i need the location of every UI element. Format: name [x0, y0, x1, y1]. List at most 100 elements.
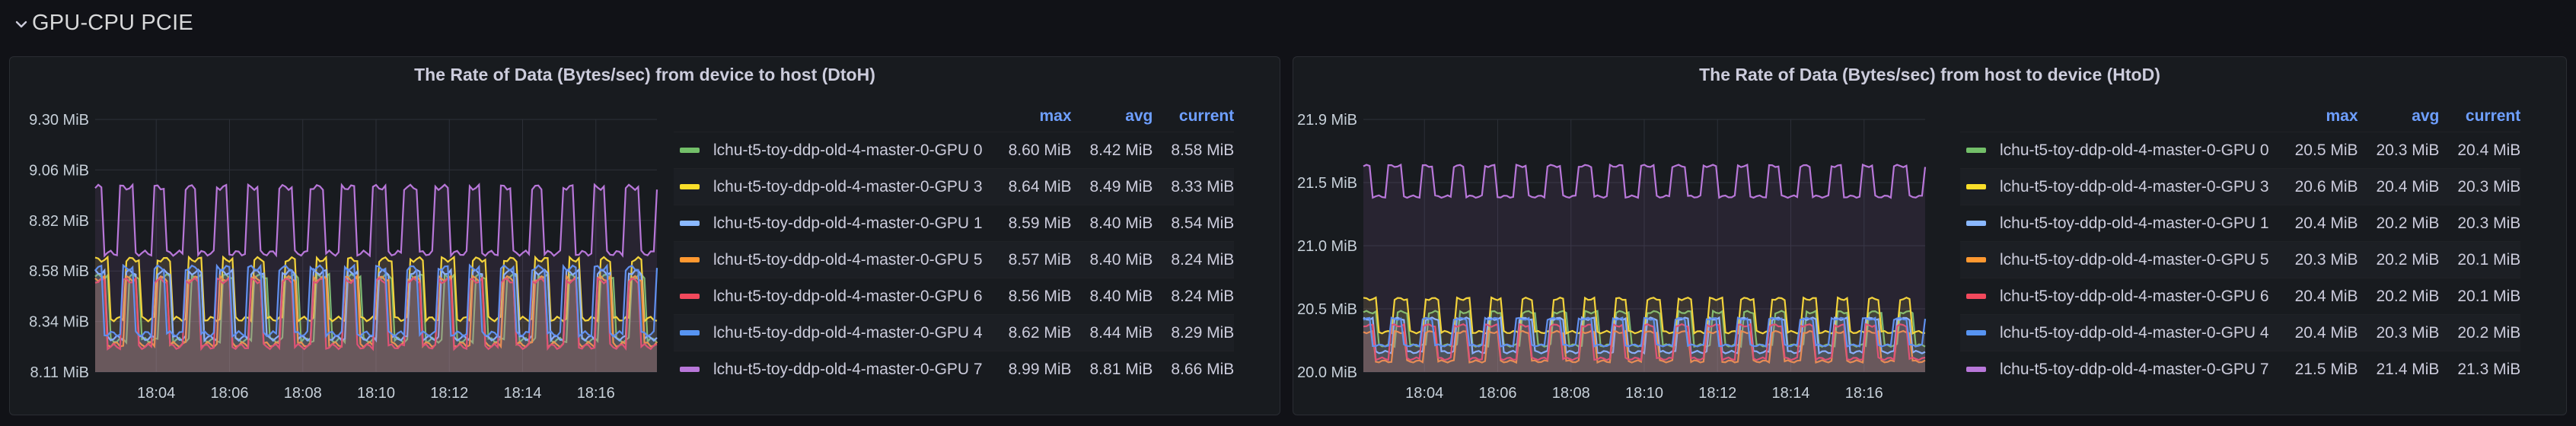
legend-max-value: 21.5 MiB: [2276, 351, 2358, 387]
legend-row[interactable]: lchu-t5-toy-ddp-old-4-master-0-GPU 6 8.56…: [674, 278, 1235, 315]
series-color-swatch[interactable]: [680, 148, 700, 154]
htod-plot[interactable]: 21.9 MiB 21.5 MiB 21.0 MiB 20.5 MiB 20.0 MiB…: [1293, 57, 1933, 416]
legend-series-cell: lchu-t5-toy-ddp-old-4-master-0-GPU 4: [674, 314, 990, 351]
legend-row[interactable]: lchu-t5-toy-ddp-old-4-master-0-GPU 7 8.99…: [674, 351, 1235, 387]
legend-series-cell: lchu-t5-toy-ddp-old-4-master-0-GPU 3: [1960, 168, 2277, 205]
legend-series-name[interactable]: lchu-t5-toy-ddp-old-4-master-0-GPU 0: [713, 141, 983, 159]
series-area: [95, 184, 657, 372]
series-line[interactable]: [1363, 163, 1927, 199]
legend-current-header[interactable]: current: [1178, 107, 1235, 125]
legend-current-header[interactable]: current: [2465, 107, 2521, 125]
legend-series-name[interactable]: lchu-t5-toy-ddp-old-4-master-0-GPU 1: [713, 214, 983, 232]
legend-avg-value: 8.40 MiB: [1071, 241, 1153, 278]
legend-series-name[interactable]: lchu-t5-toy-ddp-old-4-master-0-GPU 3: [713, 177, 983, 196]
legend-row[interactable]: lchu-t5-toy-ddp-old-4-master-0-GPU 7 21.5…: [1960, 351, 2521, 387]
x-tick-label: 18:10: [357, 385, 395, 402]
legend-series-cell: lchu-t5-toy-ddp-old-4-master-0-GPU 6: [1960, 278, 2277, 315]
legend-row[interactable]: lchu-t5-toy-ddp-old-4-master-0-GPU 1 20.4…: [1960, 205, 2521, 242]
legend-row[interactable]: lchu-t5-toy-ddp-old-4-master-0-GPU 5 20.3…: [1960, 241, 2521, 278]
legend-current-value: 20.2 MiB: [2439, 314, 2521, 351]
legend-name-header: [1960, 101, 2277, 132]
legend-max-header[interactable]: max: [2326, 107, 2358, 125]
legend-series-cell: lchu-t5-toy-ddp-old-4-master-0-GPU 6: [674, 278, 990, 315]
legend-avg-header[interactable]: avg: [1125, 107, 1153, 125]
legend-row[interactable]: lchu-t5-toy-ddp-old-4-master-0-GPU 3 8.64…: [674, 168, 1235, 205]
legend-series-name[interactable]: lchu-t5-toy-ddp-old-4-master-0-GPU 4: [713, 323, 983, 342]
legend-series-cell: lchu-t5-toy-ddp-old-4-master-0-GPU 1: [1960, 205, 2277, 242]
x-tick-label: 18:06: [1478, 385, 1516, 402]
legend-current-value: 20.3 MiB: [2439, 205, 2521, 242]
series-area: [1363, 317, 1925, 372]
legend-series-name[interactable]: lchu-t5-toy-ddp-old-4-master-0-GPU 6: [713, 287, 983, 305]
series-color-swatch[interactable]: [680, 367, 700, 373]
row-title[interactable]: GPU-CPU PCIE: [32, 11, 193, 35]
x-tick-label: 18:14: [1771, 385, 1809, 402]
legend-current-value: 20.1 MiB: [2439, 241, 2521, 278]
legend-series-name[interactable]: lchu-t5-toy-ddp-old-4-master-0-GPU 3: [2000, 177, 2269, 196]
legend-series-name[interactable]: lchu-t5-toy-ddp-old-4-master-0-GPU 0: [2000, 141, 2269, 159]
legend-series-name[interactable]: lchu-t5-toy-ddp-old-4-master-0-GPU 7: [2000, 360, 2269, 378]
series-color-swatch[interactable]: [1966, 148, 1986, 154]
series-color-swatch[interactable]: [1966, 294, 1986, 300]
legend-series-cell: lchu-t5-toy-ddp-old-4-master-0-GPU 7: [674, 351, 990, 387]
series-color-swatch[interactable]: [680, 330, 700, 336]
legend-row[interactable]: lchu-t5-toy-ddp-old-4-master-0-GPU 4 20.4…: [1960, 314, 2521, 351]
legend-row[interactable]: lchu-t5-toy-ddp-old-4-master-0-GPU 6 20.4…: [1960, 278, 2521, 315]
legend-row[interactable]: lchu-t5-toy-ddp-old-4-master-0-GPU 4 8.62…: [674, 314, 1235, 351]
legend-avg-value: 20.3 MiB: [2358, 314, 2440, 351]
legend-max-value: 8.64 MiB: [990, 168, 1072, 205]
legend-series-name[interactable]: lchu-t5-toy-ddp-old-4-master-0-GPU 4: [2000, 323, 2269, 342]
legend-name-header: [674, 101, 990, 132]
y-tick-label: 9.06 MiB: [29, 162, 89, 179]
legend-max-value: 20.4 MiB: [2276, 205, 2358, 242]
chevron-down-icon[interactable]: [12, 15, 30, 33]
series-color-swatch[interactable]: [680, 184, 700, 190]
x-tick-label: 18:08: [1552, 385, 1590, 402]
series-line[interactable]: [1363, 323, 1926, 361]
legend-max-value: 8.99 MiB: [990, 351, 1072, 387]
y-tick-label: 21.9 MiB: [1297, 112, 1357, 129]
x-tick-label: 18:16: [1845, 385, 1883, 402]
legend-row[interactable]: lchu-t5-toy-ddp-old-4-master-0-GPU 3 20.6…: [1960, 168, 2521, 205]
series-color-swatch[interactable]: [1966, 184, 1986, 190]
legend-row[interactable]: lchu-t5-toy-ddp-old-4-master-0-GPU 0 8.60…: [674, 132, 1235, 169]
panel-title[interactable]: The Rate of Data (Bytes/sec) from device…: [414, 65, 875, 84]
legend-avg-value: 8.40 MiB: [1071, 278, 1153, 315]
series-color-swatch[interactable]: [1966, 257, 1986, 263]
series-color-swatch[interactable]: [1966, 221, 1986, 227]
series-color-swatch[interactable]: [680, 257, 700, 263]
legend-series-name[interactable]: lchu-t5-toy-ddp-old-4-master-0-GPU 5: [2000, 250, 2269, 269]
legend-avg-header[interactable]: avg: [2412, 107, 2440, 125]
x-tick-label: 18:12: [1698, 385, 1736, 402]
legend-row[interactable]: lchu-t5-toy-ddp-old-4-master-0-GPU 5 8.57…: [674, 241, 1235, 278]
series-color-swatch[interactable]: [1966, 367, 1986, 373]
panel-dtoh: The Rate of Data (Bytes/sec) from device…: [9, 56, 1280, 415]
series-line[interactable]: [1363, 316, 1927, 348]
row-header[interactable]: GPU-CPU PCIE: [0, 0, 2576, 47]
series-line[interactable]: [94, 263, 658, 339]
series-color-swatch[interactable]: [680, 221, 700, 227]
x-tick-label: 18:06: [210, 385, 248, 402]
legend-series-name[interactable]: lchu-t5-toy-ddp-old-4-master-0-GPU 5: [713, 250, 983, 269]
series-color-swatch[interactable]: [1966, 330, 1986, 336]
legend-series-name[interactable]: lchu-t5-toy-ddp-old-4-master-0-GPU 6: [2000, 287, 2269, 305]
legend-avg-value: 20.2 MiB: [2358, 278, 2440, 315]
legend-avg-value: 20.2 MiB: [2358, 241, 2440, 278]
series-color-swatch[interactable]: [680, 294, 700, 300]
legend-current-value: 20.4 MiB: [2439, 132, 2521, 169]
legend-series-name[interactable]: lchu-t5-toy-ddp-old-4-master-0-GPU 1: [2000, 214, 2269, 232]
htod-legend: max avg current lchu-t5-toy-ddp-old-4-ma…: [1960, 101, 2521, 387]
series-line[interactable]: [94, 183, 658, 258]
legend-max-header[interactable]: max: [1039, 107, 1072, 125]
legend-series-cell: lchu-t5-toy-ddp-old-4-master-0-GPU 1: [674, 205, 990, 242]
dtoh-plot[interactable]: 9.30 MiB 9.06 MiB 8.82 MiB 8.58 MiB 8.34 MiB…: [10, 57, 665, 416]
y-tick-label: 8.34 MiB: [29, 314, 89, 331]
legend-series-name[interactable]: lchu-t5-toy-ddp-old-4-master-0-GPU 7: [713, 360, 983, 378]
legend-row[interactable]: lchu-t5-toy-ddp-old-4-master-0-GPU 0 20.5…: [1960, 132, 2521, 169]
y-tick-label: 8.58 MiB: [29, 263, 89, 280]
legend-avg-value: 8.81 MiB: [1071, 351, 1153, 387]
panel-title[interactable]: The Rate of Data (Bytes/sec) from host t…: [1699, 65, 2160, 84]
legend-row[interactable]: lchu-t5-toy-ddp-old-4-master-0-GPU 1 8.59…: [674, 205, 1235, 242]
y-tick-label: 20.0 MiB: [1297, 364, 1357, 381]
legend-avg-value: 8.49 MiB: [1071, 168, 1153, 205]
